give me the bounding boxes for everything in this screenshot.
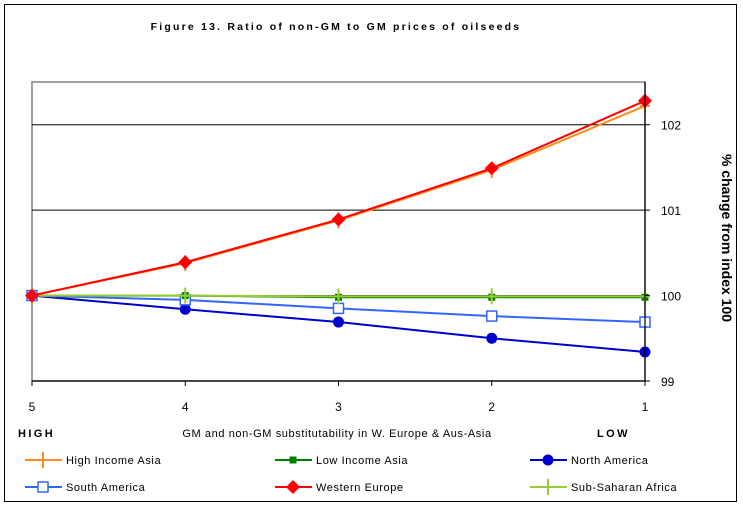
legend: High Income Asia Low Income Asia North Ame… xyxy=(25,452,677,495)
legend-marker-western-europe xyxy=(286,480,300,494)
x-tick-label-3: 3 xyxy=(335,400,342,414)
legend-label-western-europe: Western Europe xyxy=(316,482,404,494)
legend-item-north-america: North America xyxy=(530,455,649,468)
point-north-america-2 xyxy=(486,333,497,344)
x-end-label-low: LOW xyxy=(597,428,630,440)
legend-label-low-income-asia: Low Income Asia xyxy=(316,455,408,467)
x-tick-label-1: 1 xyxy=(642,400,649,414)
point-south-america-2 xyxy=(487,311,497,321)
legend-marker-high-income-asia xyxy=(38,452,48,468)
point-south-america-3 xyxy=(334,303,344,313)
legend-item-south-america: South America xyxy=(25,482,146,494)
legend-item-low-income-asia: Low Income Asia xyxy=(275,455,408,467)
chart-title: Figure 13. Ratio of non-GM to GM prices … xyxy=(151,21,522,33)
x-axis-label: GM and non-GM substitutability in W. Eur… xyxy=(182,428,492,440)
y-tick-label-102: 102 xyxy=(661,119,681,133)
legend-marker-low-income-asia xyxy=(290,457,297,464)
legend-marker-south-america xyxy=(38,482,48,492)
x-tick-label-4: 4 xyxy=(182,400,189,414)
legend-label-north-america: North America xyxy=(571,455,649,467)
legend-label-high-income-asia: High Income Asia xyxy=(66,455,161,467)
legend-marker-north-america xyxy=(543,455,554,466)
legend-item-sub-saharan-africa: Sub-Saharan Africa xyxy=(530,479,677,495)
legend-label-south-america: South America xyxy=(66,482,146,494)
point-north-america-3 xyxy=(333,317,344,328)
legend-label-sub-saharan-africa: Sub-Saharan Africa xyxy=(571,482,677,494)
legend-marker-sub-saharan-africa xyxy=(543,479,553,495)
legend-item-western-europe: Western Europe xyxy=(275,480,404,494)
y-tick-label-100: 100 xyxy=(661,290,681,304)
x-tick-label-2: 2 xyxy=(488,400,495,414)
legend-item-high-income-asia: High Income Asia xyxy=(25,452,161,468)
y-tick-label-99: 99 xyxy=(661,375,675,389)
y-axis-label: % change from index 100 xyxy=(719,154,735,322)
x-end-label-high: HIGH xyxy=(18,428,55,440)
plot-background xyxy=(32,82,645,381)
x-tick-label-5: 5 xyxy=(29,400,36,414)
y-tick-label-101: 101 xyxy=(661,204,681,218)
plot-area xyxy=(32,82,645,381)
